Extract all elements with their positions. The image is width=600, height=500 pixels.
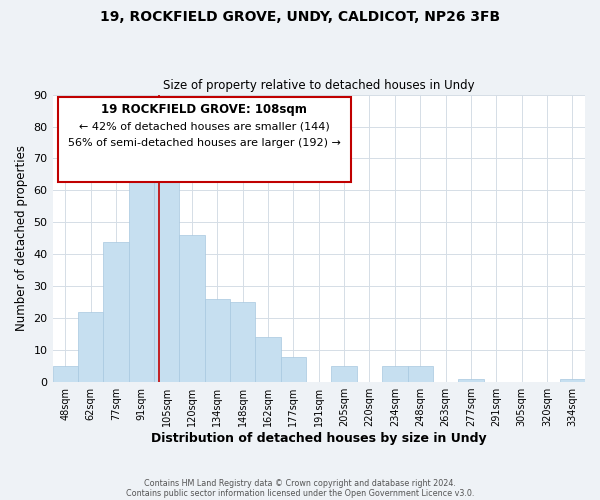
Bar (230, 302, 256, 382)
X-axis label: Distribution of detached houses by size in Undy: Distribution of detached houses by size … (151, 432, 487, 445)
Bar (560, 379, 585, 382)
Bar (281, 356, 306, 382)
Text: 56% of semi-detached houses are larger (192) →: 56% of semi-detached houses are larger (… (68, 138, 341, 148)
Bar (179, 235, 205, 382)
Bar (53, 366, 78, 382)
Bar (382, 366, 407, 382)
Bar (205, 299, 230, 382)
Bar (154, 146, 179, 382)
Y-axis label: Number of detached properties: Number of detached properties (15, 146, 28, 332)
Bar (103, 242, 128, 382)
Bar (331, 366, 357, 382)
Bar (256, 338, 281, 382)
Text: ← 42% of detached houses are smaller (144): ← 42% of detached houses are smaller (14… (79, 121, 329, 131)
Text: Contains public sector information licensed under the Open Government Licence v3: Contains public sector information licen… (126, 488, 474, 498)
Bar (458, 379, 484, 382)
Text: Contains HM Land Registry data © Crown copyright and database right 2024.: Contains HM Land Registry data © Crown c… (144, 478, 456, 488)
Bar (407, 366, 433, 382)
Bar (78, 312, 103, 382)
Bar (128, 181, 154, 382)
Text: 19 ROCKFIELD GROVE: 108sqm: 19 ROCKFIELD GROVE: 108sqm (101, 103, 307, 116)
Text: 19, ROCKFIELD GROVE, UNDY, CALDICOT, NP26 3FB: 19, ROCKFIELD GROVE, UNDY, CALDICOT, NP2… (100, 10, 500, 24)
Title: Size of property relative to detached houses in Undy: Size of property relative to detached ho… (163, 79, 475, 92)
